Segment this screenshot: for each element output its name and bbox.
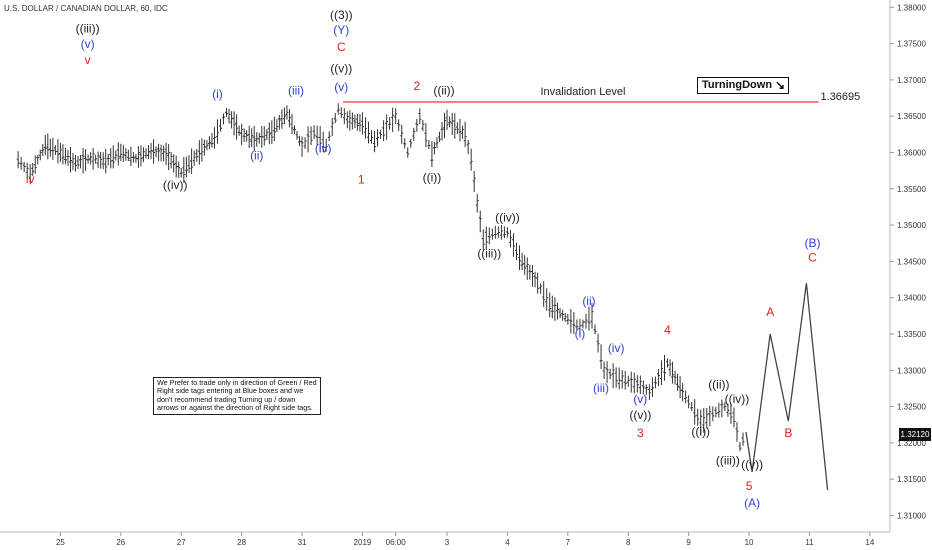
wave-label: 5	[746, 479, 753, 493]
price-tick-label: 1.35500	[897, 185, 926, 194]
time-tick-label: 11	[805, 538, 814, 547]
wave-label: B	[784, 426, 792, 440]
price-tick-label: 1.33000	[897, 366, 926, 375]
time-tick-label: 25	[56, 538, 65, 547]
wave-label: C	[808, 250, 817, 264]
price-tick-label: 1.37500	[897, 40, 926, 49]
time-tick-label: 7	[566, 538, 571, 547]
price-tick-label: 1.34000	[897, 294, 926, 303]
wave-label: ((iv))	[725, 392, 750, 406]
time-tick-label: 26	[116, 538, 125, 547]
wave-label: ((i))	[423, 171, 442, 185]
price-tick-label: 1.38000	[897, 3, 926, 12]
invalidation-label: Invalidation Level	[540, 86, 625, 98]
wave-label: ((iv))	[495, 210, 520, 224]
turningdown-badge: TurningDown ↘	[697, 77, 789, 94]
projection-path	[745, 283, 829, 491]
wave-label: ((iii))	[477, 247, 501, 261]
trading-note: We Prefer to trade only in direction of …	[153, 377, 321, 415]
time-tick-label: 3	[445, 538, 450, 547]
time-tick-label: 31	[298, 538, 307, 547]
price-tick-label: 1.33500	[897, 330, 926, 339]
wave-label: 1	[358, 173, 365, 187]
wave-label: (iii)	[593, 381, 609, 395]
brand-label: TurningDown	[702, 79, 773, 91]
price-tick-label: 1.37000	[897, 76, 926, 85]
wave-label: 2	[413, 79, 420, 93]
wave-label: (v)	[334, 80, 348, 94]
time-tick-label: 10	[745, 538, 754, 547]
last-price-tag: 1.32120	[899, 428, 931, 441]
wave-label: (B)	[804, 236, 820, 250]
wave-label: ((i))	[691, 425, 710, 439]
price-tick-label: 1.34500	[897, 257, 926, 266]
price-tick-label: 1.31000	[897, 511, 926, 520]
time-tick-label: 2019	[354, 538, 372, 547]
wave-label: A	[766, 305, 774, 319]
chart-title: U.S. DOLLAR / CANADIAN DOLLAR, 60, IDC	[4, 4, 168, 13]
wave-label: 4	[664, 323, 671, 337]
wave-label: 3	[637, 426, 644, 440]
wave-label: (ii)	[250, 149, 263, 163]
wave-label: ((v))	[629, 408, 651, 422]
wave-label: (i)	[212, 87, 223, 101]
wave-label: v	[85, 53, 91, 67]
wave-label: (v)	[633, 392, 647, 406]
time-tick-label: 06:00	[386, 538, 407, 547]
wave-label: (iii)	[288, 83, 304, 97]
wave-label: ((3))	[330, 8, 353, 22]
wave-label: (iv)	[608, 341, 625, 355]
wave-label: ((ii))	[433, 83, 454, 97]
wave-label: ((ii))	[708, 377, 729, 391]
time-tick-label: 8	[626, 538, 631, 547]
price-tick-label: 1.36500	[897, 112, 926, 121]
price-tick-label: 1.36000	[897, 148, 926, 157]
wave-label: (iv)	[315, 141, 332, 155]
time-tick-label: 27	[177, 538, 186, 547]
wave-label: ((v))	[330, 62, 352, 76]
wave-label: (v)	[81, 37, 95, 51]
down-right-arrow-icon: ↘	[774, 78, 785, 92]
time-tick-label: 4	[505, 538, 510, 547]
time-tick-label: 14	[865, 538, 874, 547]
time-tick-label: 28	[237, 538, 246, 547]
wave-label: C	[337, 40, 346, 54]
wave-label: ((iii))	[716, 454, 740, 468]
wave-label: ((v))	[741, 457, 763, 471]
price-tick-label: 1.32500	[897, 403, 926, 412]
time-tick-label: 9	[686, 538, 691, 547]
wave-label: ((iii))	[76, 22, 100, 36]
price-tick-label: 1.35000	[897, 221, 926, 230]
wave-label: (A)	[744, 496, 760, 510]
invalidation-value: 1.36695	[821, 91, 861, 103]
wave-label: ((iv))	[163, 178, 188, 192]
price-tick-label: 1.31500	[897, 475, 926, 484]
wave-label: iv	[26, 172, 35, 186]
wave-label: (i)	[575, 327, 586, 341]
price-tick-label: 1.32000	[897, 439, 926, 448]
wave-label: (ii)	[582, 294, 595, 308]
wave-label: (Y)	[333, 23, 349, 37]
